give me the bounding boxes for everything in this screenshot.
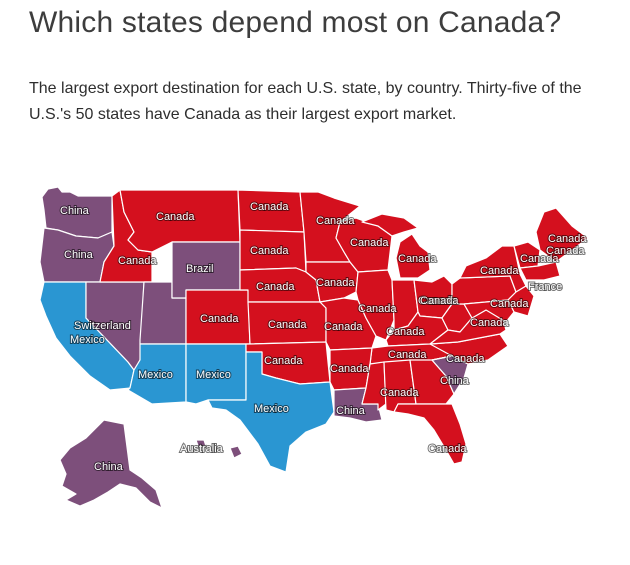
page-subtitle: The largest export destination for each … (29, 80, 582, 123)
state-texas[interactable] (207, 351, 335, 473)
label-minnesota: Canada (316, 215, 355, 227)
state-florida[interactable] (393, 403, 467, 465)
us-map-svg: China China Switzerland Mexico Canada Ca… (39, 186, 589, 509)
label-texas: Mexico (254, 403, 289, 415)
label-new-york: Canada (480, 265, 519, 277)
label-louisiana: China (336, 405, 366, 417)
us-export-map: China China Switzerland Mexico Canada Ca… (0, 168, 630, 560)
label-maine: Canada (548, 233, 587, 245)
label-tennessee: Canada (330, 363, 369, 375)
state-virginia[interactable] (429, 309, 507, 345)
label-north-dakota: Canada (250, 201, 289, 213)
state-vermont-nh[interactable] (513, 241, 541, 269)
label-new-hampshire: Canada (546, 245, 585, 257)
label-ohio: Canada (418, 295, 457, 307)
label-new-mexico: Mexico (196, 369, 231, 381)
label-wisconsin: Canada (350, 237, 389, 249)
state-maryland[interactable] (463, 299, 515, 323)
label-vermont: Canada (520, 253, 559, 265)
label-oklahoma: Canada (264, 355, 303, 367)
label-michigan: Canada (398, 253, 437, 265)
page-title: Which states depend most on Canada? (29, 6, 562, 39)
label-iowa: Canada (316, 277, 355, 289)
label-illinois: Canada (358, 303, 397, 315)
label-alaska: China (94, 461, 124, 473)
label-south-dakota: Canada (250, 245, 289, 257)
label-north-carolina: Canada (446, 353, 485, 365)
label-washington: China (60, 205, 90, 217)
label-california-2: Mexico (70, 334, 105, 346)
state-maine[interactable] (535, 207, 589, 263)
label-new-jersey: France (528, 281, 562, 293)
label-colorado: Canada (200, 313, 239, 325)
state-missouri[interactable] (319, 297, 377, 351)
label-nebraska: Canada (256, 281, 295, 293)
label-oregon: China (64, 249, 94, 261)
label-kansas: Canada (268, 319, 307, 331)
state-massachusetts[interactable] (519, 261, 561, 281)
label-south-carolina: China (440, 375, 470, 387)
label-kentucky: Canada (388, 349, 427, 361)
label-montana: Canada (156, 211, 195, 223)
label-idaho: Canada (118, 255, 157, 267)
state-alaska[interactable] (59, 419, 163, 509)
state-michigan-lower[interactable] (395, 233, 431, 279)
label-west-virginia: Canada (470, 317, 509, 329)
label-arizona: Mexico (138, 369, 173, 381)
label-florida: Canada (428, 443, 467, 455)
state-hawaii[interactable] (195, 439, 207, 447)
label-hawaii: Australia (180, 443, 224, 455)
state-hawaii-big[interactable] (229, 445, 243, 459)
label-missouri: Canada (324, 321, 363, 333)
label-virginia: Canada (490, 298, 529, 310)
state-michigan[interactable] (361, 213, 419, 237)
label-alabama: Canada (380, 387, 419, 399)
label-wyoming: Brazil (186, 263, 214, 275)
state-illinois[interactable] (355, 269, 395, 341)
label-california: Switzerland (74, 320, 131, 332)
label-indiana: Canada (386, 326, 425, 338)
state-new-york[interactable] (459, 245, 527, 293)
label-pennsylvania: Canada (420, 295, 459, 307)
